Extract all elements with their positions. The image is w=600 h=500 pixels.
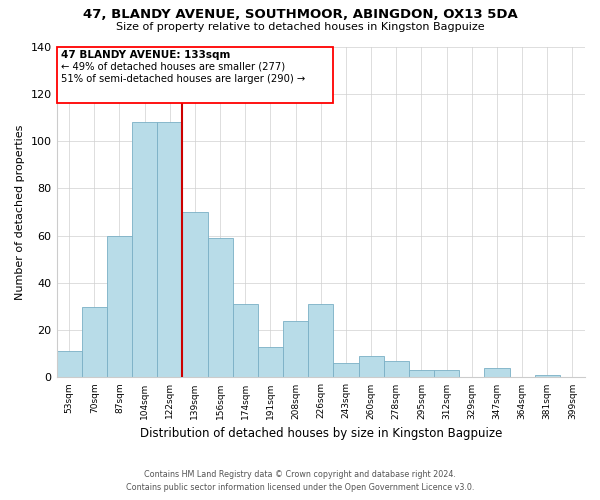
Text: 51% of semi-detached houses are larger (290) →: 51% of semi-detached houses are larger (…: [61, 74, 305, 84]
Y-axis label: Number of detached properties: Number of detached properties: [15, 124, 25, 300]
Bar: [359, 356, 383, 378]
Bar: [409, 370, 434, 378]
Text: 47 BLANDY AVENUE: 133sqm: 47 BLANDY AVENUE: 133sqm: [61, 50, 230, 60]
X-axis label: Distribution of detached houses by size in Kingston Bagpuize: Distribution of detached houses by size …: [140, 427, 502, 440]
Bar: [82, 306, 107, 378]
Bar: [107, 236, 132, 378]
Bar: [233, 304, 258, 378]
Text: 47, BLANDY AVENUE, SOUTHMOOR, ABINGDON, OX13 5DA: 47, BLANDY AVENUE, SOUTHMOOR, ABINGDON, …: [83, 8, 517, 20]
Bar: [308, 304, 334, 378]
Bar: [383, 361, 409, 378]
Text: Contains HM Land Registry data © Crown copyright and database right 2024.
Contai: Contains HM Land Registry data © Crown c…: [126, 470, 474, 492]
Bar: [56, 352, 82, 378]
Bar: [182, 212, 208, 378]
Bar: [484, 368, 509, 378]
Bar: [132, 122, 157, 378]
Bar: [208, 238, 233, 378]
Text: ← 49% of detached houses are smaller (277): ← 49% of detached houses are smaller (27…: [61, 62, 285, 72]
Text: Size of property relative to detached houses in Kingston Bagpuize: Size of property relative to detached ho…: [116, 22, 484, 32]
Bar: [57, 46, 334, 103]
Bar: [283, 320, 308, 378]
Bar: [434, 370, 459, 378]
Bar: [334, 363, 359, 378]
Bar: [157, 122, 182, 378]
Bar: [535, 375, 560, 378]
Bar: [258, 346, 283, 378]
